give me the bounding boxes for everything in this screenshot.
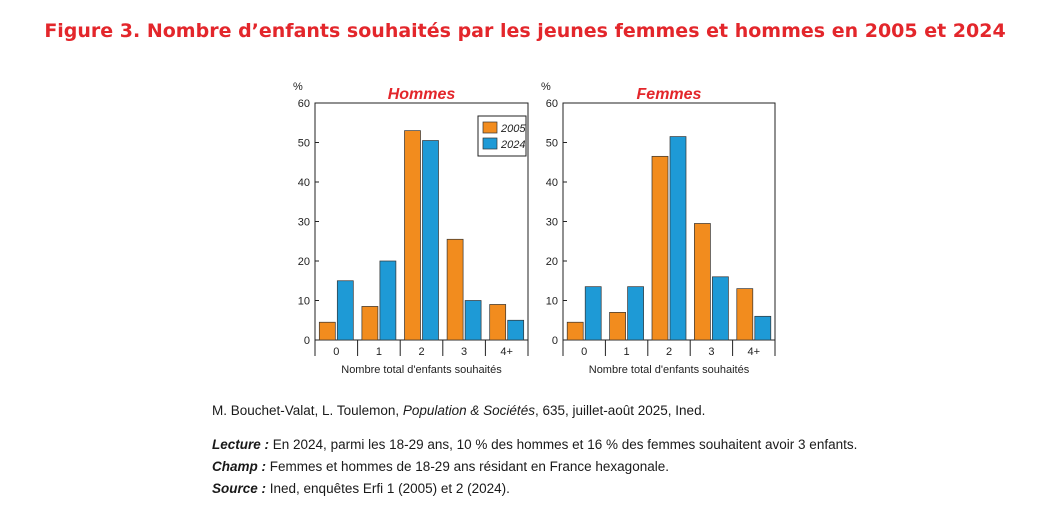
bar-2024-1 [379,260,397,341]
bar-2005-3 [446,238,464,341]
y-tick-label: 40 [298,177,310,189]
note-key: Champ : [212,459,266,474]
y-tick-label: 30 [298,217,310,229]
bar-2005-3 [694,223,711,341]
y-tick-label: 50 [546,138,558,150]
bar-2024-3 [712,276,729,341]
x-axis-label: Nombre total d'enfants souhaités [589,364,750,376]
y-tick-label: 0 [304,335,310,347]
bar-2005-2 [651,155,669,341]
x-tick-label: 4+ [748,346,761,358]
note-source: Source : Ined, enquêtes Erfi 1 (2005) et… [212,478,857,500]
y-tick-label: 0 [552,335,558,347]
figure-title: Figure 3. Nombre d’enfants souhaités par… [44,20,1006,42]
bar-2005-4+ [489,304,507,341]
note-key: Source : [212,481,267,496]
legend-label-2024: 2024 [500,139,525,151]
chart-panel-femmes: Femmes% 0 10 20 30 40 50 60 0 1 2 3 4+ Nombre total d… [541,81,776,376]
legend-swatch-2005 [482,121,498,134]
citation: M. Bouchet-Valat, L. Toulemon, Populatio… [212,403,705,418]
note-lecture: Lecture : En 2024, parmi les 18-29 ans, … [212,434,857,456]
y-tick-label: 10 [546,296,558,308]
x-tick-label: 1 [624,346,630,358]
bar-2024-2 [422,140,439,341]
y-tick-label: 40 [546,177,558,189]
note-key: Lecture : [212,437,270,452]
y-tick-label: 60 [298,98,310,110]
note-champ: Champ : Femmes et hommes de 18-29 ans ré… [212,456,857,478]
bar-2024-3 [464,300,482,341]
y-unit-label: % [541,81,551,93]
x-tick-label: 3 [708,346,714,358]
x-tick-label: 1 [376,346,382,358]
y-tick-label: 50 [298,138,310,150]
legend-swatch-2024 [482,137,498,150]
x-tick-label: 0 [581,346,587,358]
x-tick-label: 3 [461,346,467,358]
panel-title: Femmes [637,86,702,103]
bar-2005-0 [318,321,336,341]
legend-label-2005: 2005 [500,123,526,135]
bar-2024-1 [627,286,644,341]
bar-2005-1 [361,306,379,341]
y-tick-label: 60 [546,98,558,110]
citation-authors: M. Bouchet-Valat, L. Toulemon, [212,403,403,418]
y-tick-label: 20 [298,256,310,268]
bar-2005-1 [609,312,626,341]
citation-details: , 635, juillet-août 2025, Ined. [534,403,706,418]
bar-2024-0 [336,280,354,341]
x-tick-label: 2 [418,346,424,358]
note-text: Ined, enquêtes Erfi 1 (2005) et 2 (2024)… [266,481,510,496]
bar-2005-2 [404,130,421,341]
y-unit-label: % [293,81,303,93]
bar-2024-0 [584,286,602,341]
y-tick-label: 20 [546,256,558,268]
x-tick-label: 2 [666,346,672,358]
x-axis-label: Nombre total d'enfants souhaités [341,364,502,376]
bar-2024-4+ [754,315,772,341]
chart-panel-hommes: Hommes% 0 10 20 30 40 50 60 0 1 2 3 4+ Nombre total d… [293,81,529,376]
x-tick-label: 4+ [500,346,513,358]
bar-2024-4+ [507,319,525,341]
bar-2005-4+ [736,288,754,341]
panel-title: Hommes [388,86,456,103]
y-tick-label: 30 [546,217,558,229]
bar-2024-2 [669,136,687,341]
y-tick-label: 10 [298,296,310,308]
note-text: En 2024, parmi les 18-29 ans, 10 % des h… [269,437,858,452]
notes-block: Lecture : En 2024, parmi les 18-29 ans, … [212,434,857,500]
bar-2005-0 [566,321,584,341]
note-text: Femmes et hommes de 18-29 ans résidant e… [266,459,669,474]
x-tick-label: 0 [333,346,339,358]
citation-journal: Population & Sociétés [402,403,535,418]
